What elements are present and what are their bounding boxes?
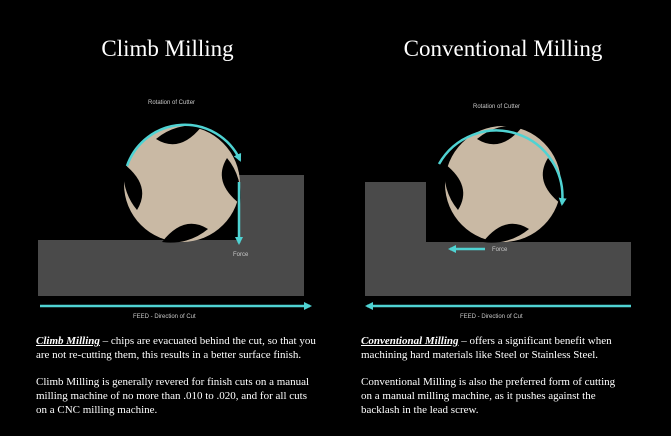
conventional-milling-title: Conventional Milling	[403, 36, 603, 61]
climb-milling-panel: Climb Milling Rotation of Cutter Force F…	[0, 0, 335, 436]
conventional-milling-description: Conventional Milling – offers a signific…	[361, 335, 612, 361]
conventional-milling-panel: Conventional Milling Rotation of Cutter …	[335, 0, 671, 436]
conventional-milling-term: Conventional Milling	[361, 335, 459, 347]
feed-label: FEED - Direction of Cut	[133, 314, 196, 320]
climb-milling-usage: Climb Milling is generally revered for f…	[36, 376, 310, 416]
milling-cutter	[123, 125, 241, 243]
force-label: Force	[492, 247, 508, 253]
force-label: Force	[233, 252, 249, 258]
climb-milling-diagram: Rotation of Cutter Force FEED - Directio…	[38, 100, 312, 320]
milling-cutter	[444, 125, 562, 243]
rotation-arrow	[437, 129, 567, 206]
feed-label: FEED - Direction of Cut	[460, 314, 523, 320]
climb-milling-term: Climb Milling	[36, 335, 100, 347]
conventional-milling-diagram: Rotation of Cutter Force FEED - Directio…	[365, 104, 631, 320]
rotation-label: Rotation of Cutter	[473, 104, 520, 110]
climb-milling-title: Climb Milling	[101, 36, 234, 61]
rotation-arrow	[125, 123, 242, 167]
workpiece-block	[38, 175, 304, 296]
rotation-label: Rotation of Cutter	[148, 100, 195, 106]
conventional-milling-usage: Conventional Milling is also the preferr…	[361, 376, 616, 416]
workpiece-block	[365, 182, 631, 296]
climb-milling-description: Climb Milling – chips are evacuated behi…	[36, 335, 316, 361]
